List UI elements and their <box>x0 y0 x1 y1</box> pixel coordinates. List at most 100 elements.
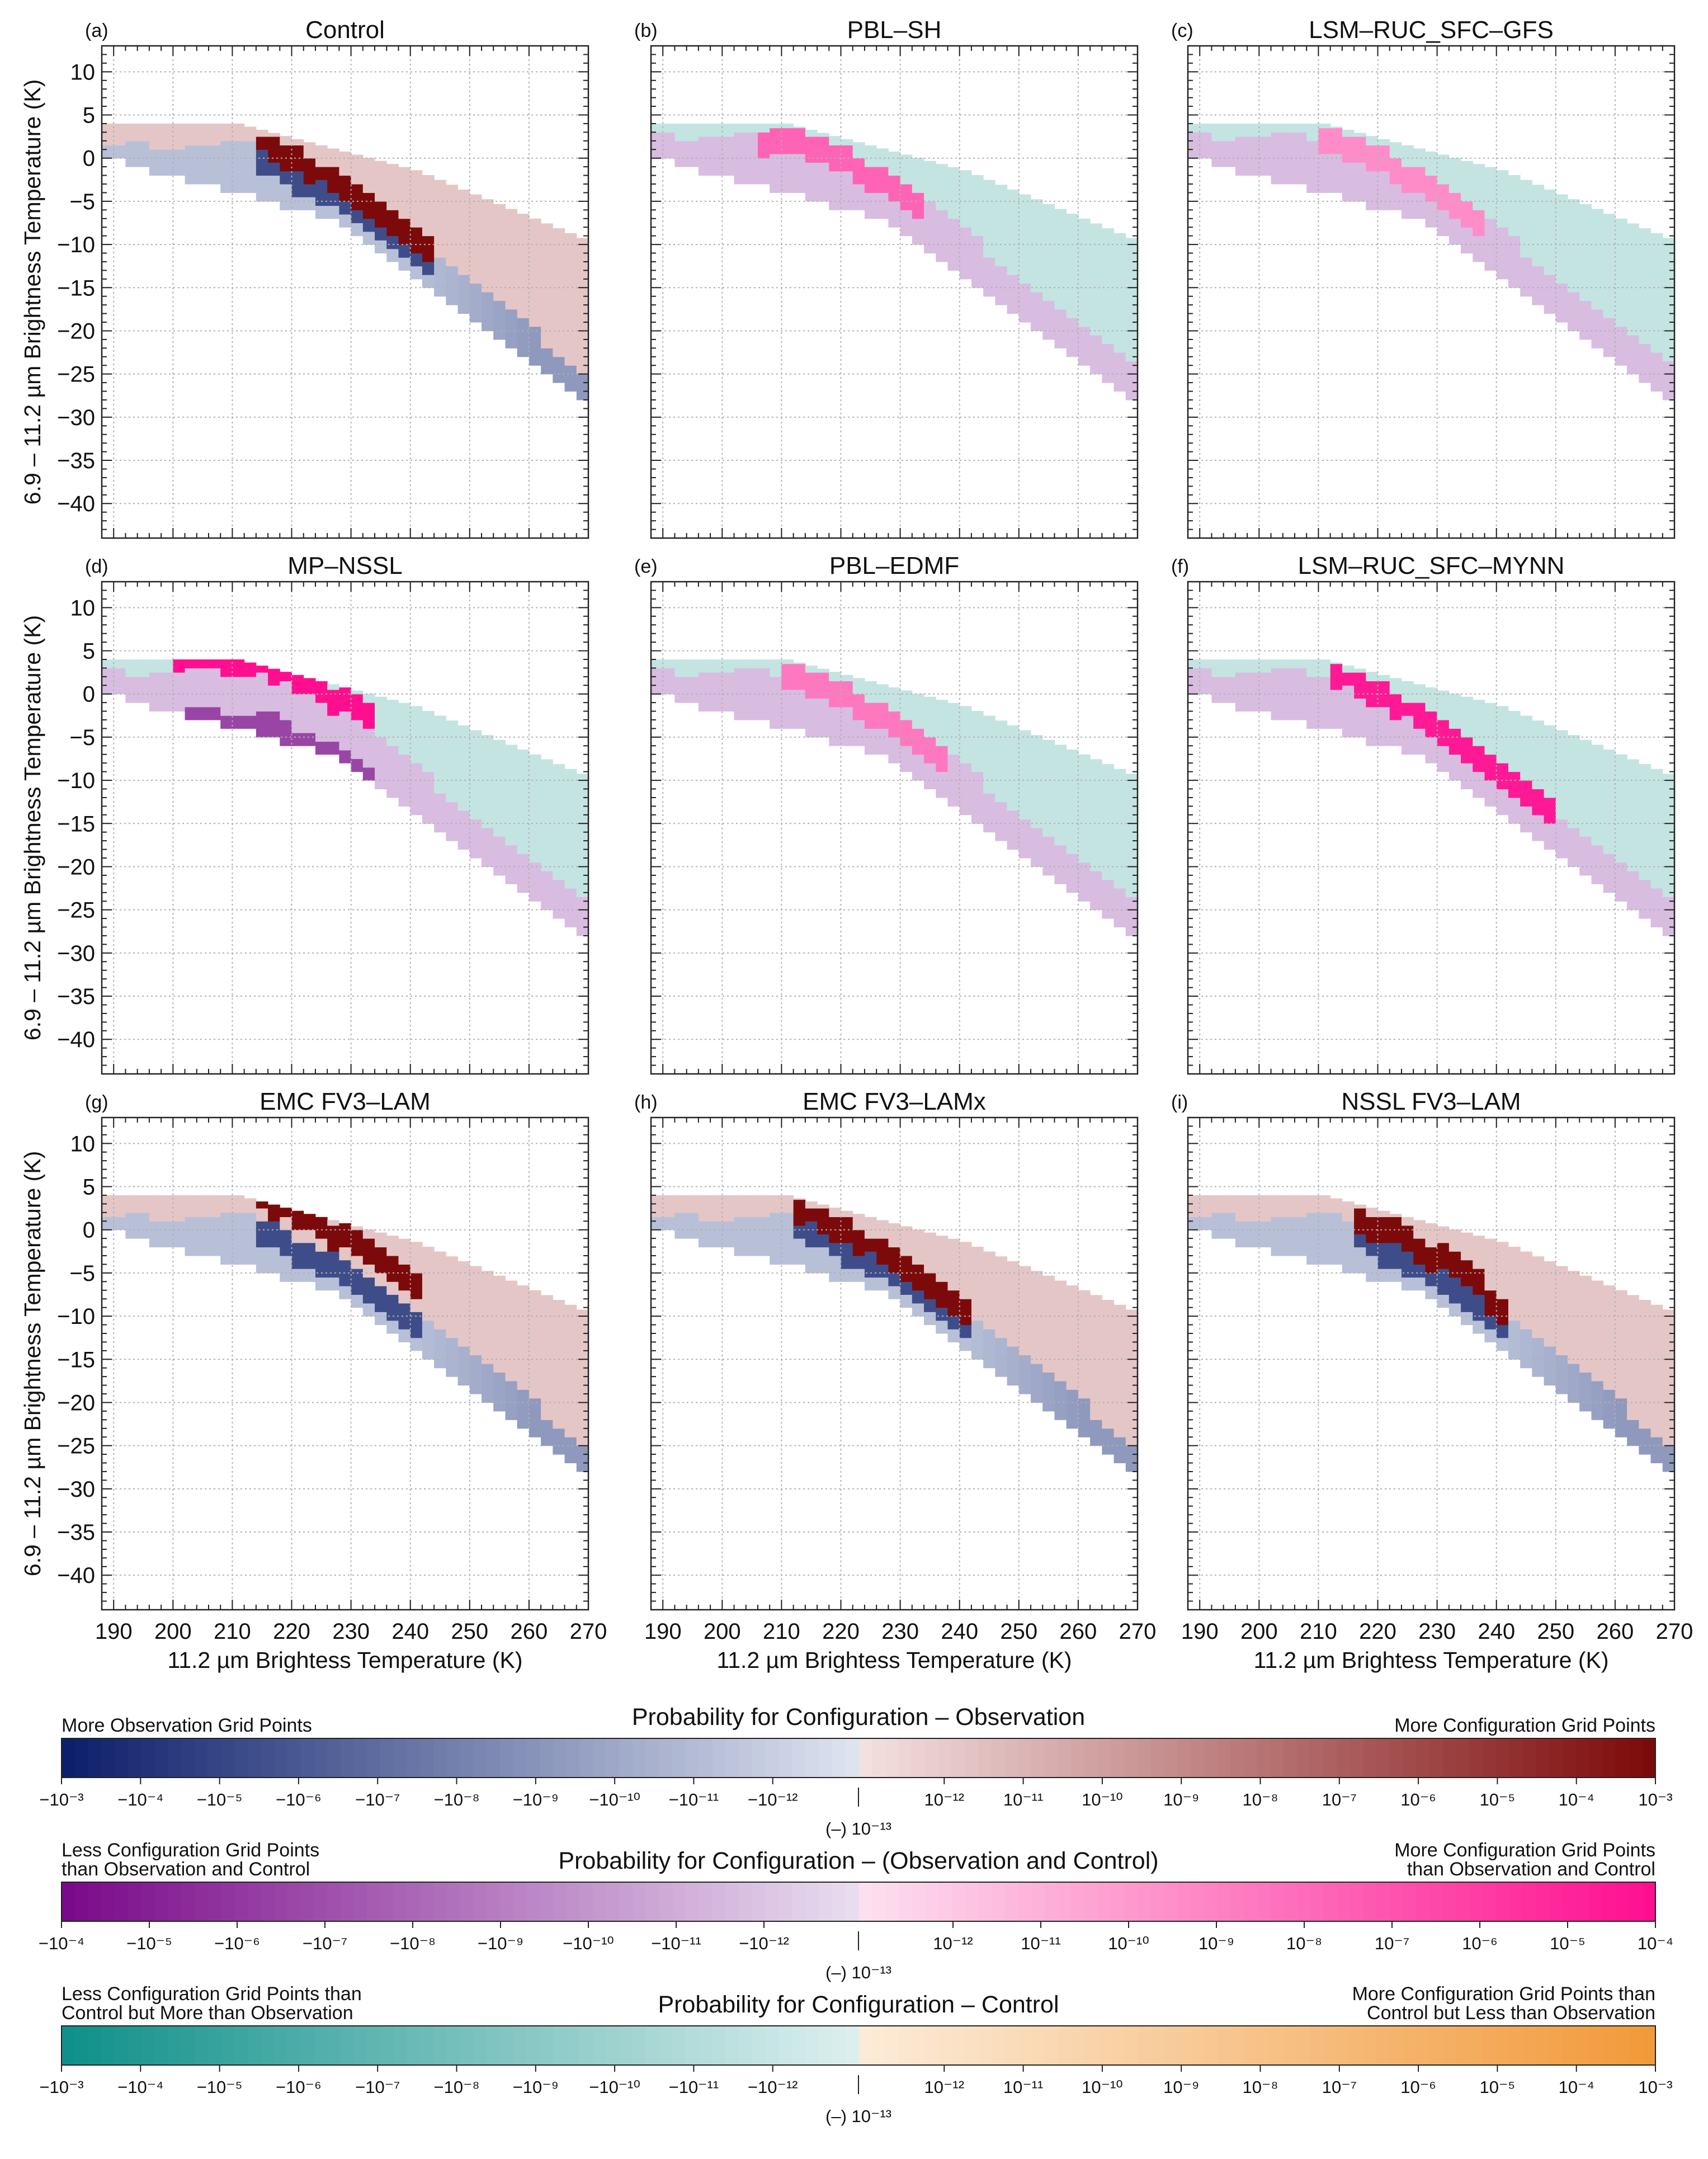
heatmap-cell <box>553 266 565 280</box>
heatmap-cell <box>564 1372 577 1386</box>
heatmap-cell <box>1627 231 1639 245</box>
heatmap-cell <box>1603 1389 1616 1403</box>
heatmap-cell <box>469 218 482 232</box>
heatmap-cell <box>351 197 364 210</box>
heatmap-cell <box>529 771 541 785</box>
y-tick-label: −40 <box>57 492 95 516</box>
heatmap-cell <box>1603 214 1616 228</box>
heatmap-cell <box>1113 1385 1126 1399</box>
heatmap-cell <box>1615 1307 1627 1321</box>
heatmap-cell <box>698 1195 711 1209</box>
heatmap-cell <box>1639 1428 1652 1442</box>
heatmap-cell <box>232 1199 245 1213</box>
heatmap-cell <box>1042 1294 1055 1308</box>
heatmap-cell <box>1031 802 1043 815</box>
heatmap-cell <box>422 720 435 733</box>
heatmap-cell <box>244 126 257 129</box>
heatmap-cell <box>280 681 292 695</box>
heatmap-cell <box>1377 694 1390 708</box>
y-tick-label: 5 <box>83 639 95 664</box>
heatmap-cell <box>541 1394 553 1407</box>
heatmap-cell <box>770 1199 782 1213</box>
colorbar-segment <box>380 1738 394 1778</box>
heatmap-cell <box>315 728 328 742</box>
heatmap-cell <box>1555 1266 1568 1278</box>
heatmap-cell <box>1294 668 1307 682</box>
heatmap-cell <box>734 132 747 146</box>
heatmap-cell <box>220 1225 233 1239</box>
y-tick-label: −15 <box>57 812 95 836</box>
heatmap-cell <box>422 1246 435 1256</box>
heatmap-cell <box>1508 810 1521 824</box>
heatmap-cell <box>734 681 747 695</box>
heatmap-cell <box>1090 832 1102 846</box>
heatmap-cell <box>995 1364 1008 1377</box>
heatmap-cell <box>852 171 865 185</box>
heatmap-cell <box>781 663 794 677</box>
heatmap-cell <box>1555 741 1568 755</box>
heatmap-cell <box>576 1342 589 1356</box>
heatmap-cell <box>746 145 758 159</box>
heatmap-cell <box>1662 922 1675 936</box>
colorbar-right-label: More Configuration Grid Points <box>1394 1715 1655 1736</box>
heatmap-cell <box>232 128 245 142</box>
heatmap-cell <box>386 1294 399 1308</box>
heatmap-cell <box>959 1337 972 1351</box>
heatmap-cell <box>1650 797 1663 811</box>
heatmap-cell <box>674 659 687 664</box>
heatmap-cell <box>1627 296 1639 310</box>
heatmap-cell <box>1662 858 1675 871</box>
heatmap-cell <box>734 1217 747 1231</box>
heatmap-cell <box>1413 148 1426 154</box>
heatmap-cell <box>446 1312 459 1326</box>
heatmap-cell <box>1078 810 1091 824</box>
colorbar-segment <box>327 1738 341 1778</box>
heatmap-cell <box>1496 1260 1509 1274</box>
heatmap-cell <box>576 909 589 923</box>
heatmap-cell <box>1042 1359 1055 1373</box>
heatmap-cell <box>746 681 758 695</box>
heatmap-cell <box>805 188 818 202</box>
x-tick-label: 250 <box>451 1619 488 1644</box>
heatmap-cell <box>686 128 699 142</box>
heatmap-cell <box>505 1280 518 1291</box>
heatmap-cell <box>1484 244 1497 258</box>
heatmap-cell <box>1461 227 1473 241</box>
heatmap-cell <box>888 687 901 699</box>
heatmap-cell <box>947 715 960 729</box>
heatmap-cell <box>876 703 889 716</box>
heatmap-cell <box>1508 797 1521 811</box>
heatmap-cell <box>541 1316 553 1330</box>
heatmap-cell <box>983 257 995 271</box>
heatmap-cell <box>947 741 960 755</box>
heatmap-cell <box>268 188 280 202</box>
heatmap-cell <box>493 210 506 223</box>
heatmap-cell <box>1425 750 1438 763</box>
x-tick-label: 240 <box>1478 1619 1515 1644</box>
heatmap-cell <box>1042 1333 1055 1347</box>
heatmap-cell <box>757 1229 770 1243</box>
heatmap-cell <box>1650 1398 1663 1412</box>
heatmap-cell <box>410 711 423 725</box>
heatmap-cell <box>457 836 470 850</box>
heatmap-cell <box>256 1208 268 1222</box>
heatmap-cell <box>971 1294 984 1308</box>
heatmap-cell <box>924 1247 936 1261</box>
heatmap-cell <box>398 257 411 271</box>
heatmap-cell <box>1627 1303 1639 1317</box>
heatmap-cell <box>244 1225 257 1239</box>
heatmap-cell <box>1496 706 1509 712</box>
heatmap-cell <box>1579 235 1592 249</box>
heatmap-cell <box>924 227 936 241</box>
heatmap-cell <box>1031 1337 1043 1351</box>
heatmap-cell <box>1484 1316 1497 1330</box>
heatmap-cell <box>1306 715 1319 729</box>
heatmap-cell <box>1544 784 1556 798</box>
heatmap-cell <box>888 1260 901 1274</box>
heatmap-cell <box>1555 283 1568 297</box>
heatmap-cell <box>303 1269 316 1282</box>
heatmap-cell <box>375 188 387 202</box>
heatmap-cell <box>434 1290 446 1304</box>
heatmap-cell <box>852 1214 865 1218</box>
